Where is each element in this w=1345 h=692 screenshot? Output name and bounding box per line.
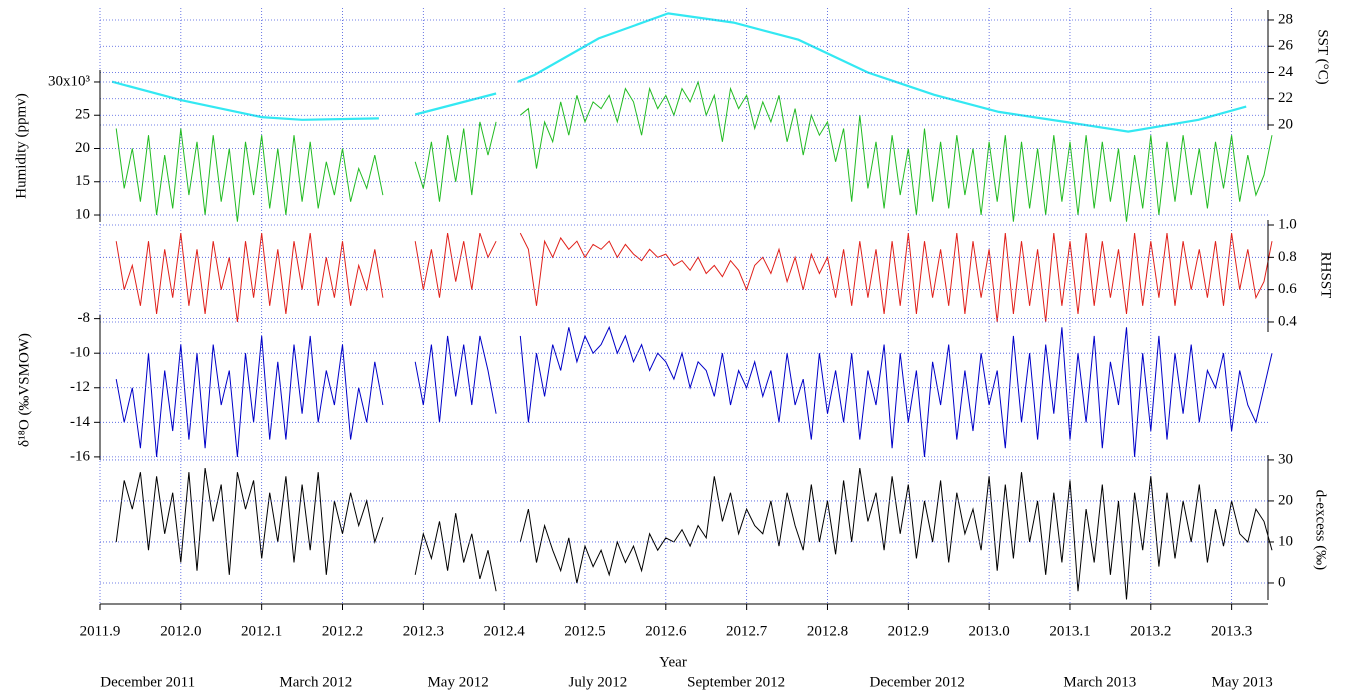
- y-axis-title: Humidity (ppmv): [13, 93, 29, 198]
- x-tick-label: 2013.1: [1049, 623, 1090, 639]
- y-tick-label: 24: [1278, 64, 1294, 80]
- data-line: [115, 468, 1273, 600]
- y-tick-label: 15: [75, 173, 90, 189]
- y-tick-label: 26: [1278, 38, 1294, 54]
- data-line: [115, 80, 1273, 222]
- month-label: July 2012: [569, 674, 628, 690]
- month-label: March 2013: [1063, 674, 1136, 690]
- y-axis-title: RHSST: [1318, 252, 1334, 299]
- x-tick-label: 2012.9: [888, 623, 929, 639]
- y-tick-label: 10: [75, 206, 90, 222]
- y-tick-label: 20: [75, 140, 90, 156]
- x-tick-label: 2013.0: [969, 623, 1010, 639]
- x-tick-label: 2012.8: [807, 623, 848, 639]
- month-label: May 2012: [427, 674, 488, 690]
- y-tick-label: 1.0: [1278, 216, 1297, 232]
- x-tick-label: 2012.4: [484, 623, 526, 639]
- month-label: September 2012: [687, 674, 785, 690]
- x-tick-label: 2012.3: [403, 623, 444, 639]
- month-label: December 2011: [100, 674, 195, 690]
- x-tick-label: 2012.5: [564, 623, 605, 639]
- y-tick-label: 30: [1278, 451, 1293, 467]
- y-tick-label: 0.8: [1278, 249, 1297, 265]
- y-tick-label: -8: [78, 310, 91, 326]
- y-axis-title: δ¹⁸O (‰VSMOW): [16, 333, 32, 447]
- month-label: December 2012: [870, 674, 965, 690]
- x-tick-label: 2013.3: [1211, 623, 1252, 639]
- month-label: May 2013: [1212, 674, 1273, 690]
- x-tick-label: 2012.6: [645, 623, 687, 639]
- y-tick-label: -12: [70, 379, 90, 395]
- y-tick-label: 0.6: [1278, 281, 1297, 297]
- y-tick-label: 30x10³: [48, 73, 91, 89]
- data-line: [115, 232, 1273, 323]
- y-tick-label: -14: [70, 414, 90, 430]
- y-tick-label: 0.4: [1278, 313, 1297, 329]
- y-tick-label: 10: [1278, 533, 1293, 549]
- y-tick-label: 22: [1278, 90, 1293, 106]
- data-line: [115, 325, 1273, 457]
- y-axis-title: d-excess (‰): [1313, 490, 1329, 570]
- month-label: March 2012: [279, 674, 352, 690]
- x-tick-label: 2012.7: [726, 623, 768, 639]
- y-axis-title: SST (°C): [1315, 29, 1331, 84]
- x-tick-label: 2012.0: [160, 623, 201, 639]
- y-tick-label: 20: [1278, 116, 1293, 132]
- y-tick-label: 25: [75, 107, 90, 123]
- y-tick-label: 20: [1278, 492, 1293, 508]
- y-tick-label: -10: [70, 345, 90, 361]
- x-tick-label: 2012.2: [322, 623, 363, 639]
- y-tick-label: 0: [1278, 574, 1286, 590]
- data-line: [111, 12, 1247, 133]
- y-tick-label: 28: [1278, 11, 1293, 27]
- x-axis-title: Year: [659, 654, 687, 670]
- x-tick-label: 2011.9: [80, 623, 121, 639]
- x-tick-label: 2012.1: [241, 623, 282, 639]
- y-tick-label: -16: [70, 448, 90, 464]
- x-tick-label: 2013.2: [1130, 623, 1171, 639]
